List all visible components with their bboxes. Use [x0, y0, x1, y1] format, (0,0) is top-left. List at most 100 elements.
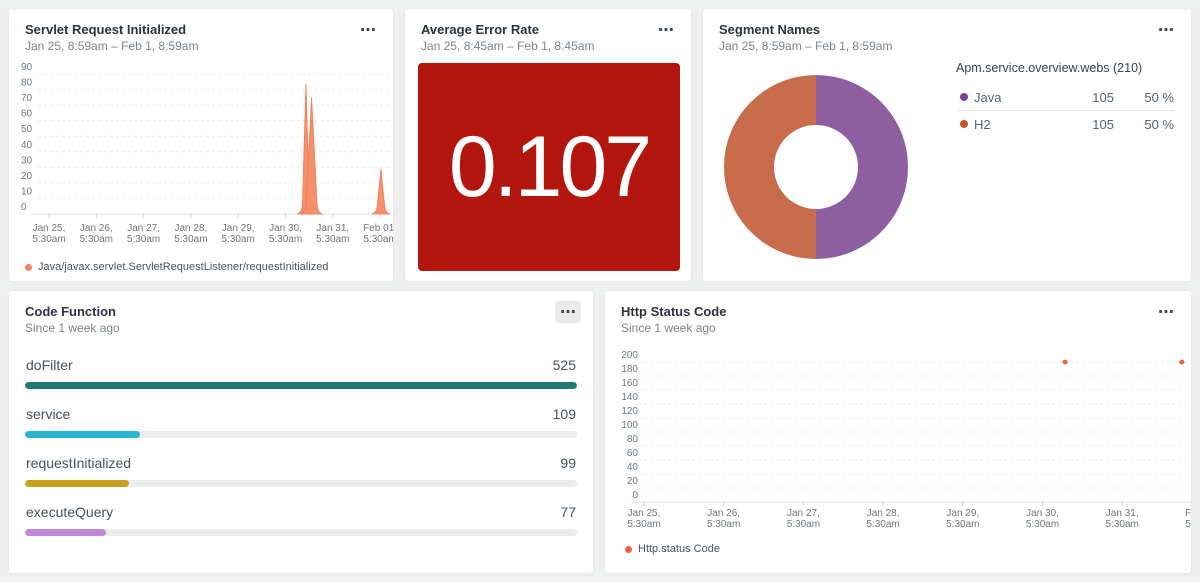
donut-chart[interactable] — [719, 67, 919, 267]
segment-percent: 50 % — [1144, 116, 1174, 132]
more-options-icon[interactable]: ⋯ — [653, 19, 679, 41]
x-axis-tick-label: 5:30am — [1026, 519, 1059, 530]
x-axis-tick-label: 5:30am — [269, 234, 302, 245]
facet-value: 99 — [560, 455, 576, 471]
bar-track — [25, 480, 577, 487]
facet-bar-row[interactable]: requestInitialized 99 — [25, 449, 577, 498]
y-axis-tick-label: 40 — [627, 462, 639, 473]
y-axis-tick-label: 60 — [627, 448, 639, 459]
widget-title: Servlet Request Initialized — [25, 22, 187, 37]
y-axis-tick-label: 120 — [621, 406, 638, 417]
widget-servlet-request-initialized: Servlet Request Initialized Jan 25, 8:59… — [8, 8, 394, 282]
widget-time-range: Jan 25, 8:59am – Feb 1, 8:59am — [719, 39, 893, 53]
donut-table-header: Apm.service.overview.webs (210) — [956, 61, 1143, 75]
y-axis-tick-label: 40 — [21, 140, 33, 151]
x-axis-tick-label: 5:30am — [946, 519, 979, 530]
x-axis-tick-label: 5:30am — [127, 234, 160, 245]
legend-dot-icon — [960, 120, 968, 128]
x-axis-tick-label: Jan 27, — [127, 223, 160, 234]
x-axis-tick-label: Jan 31, — [316, 223, 349, 234]
widget-http-status-code: Http Status Code Since 1 week ago ⋯ 0 20 4… — [604, 290, 1192, 574]
scatter-point[interactable] — [1179, 359, 1185, 365]
x-axis-tick-label: Jan 28, — [174, 223, 207, 234]
x-axis-tick-label: Jan 27, — [787, 508, 820, 519]
segment-name: H2 — [974, 116, 991, 132]
x-axis-tick-label: 5:30am — [222, 234, 255, 245]
widget-title: Segment Names — [719, 22, 821, 37]
scatter-point[interactable] — [1062, 359, 1068, 365]
widget-time-range: Since 1 week ago — [621, 321, 716, 335]
donut-legend-table: Apm.service.overview.webs (210) Java 105 5… — [956, 61, 1174, 137]
area-spike[interactable] — [371, 168, 391, 215]
widget-code-function: Code Function Since 1 week ago ⋯ doFilte… — [8, 290, 594, 574]
y-axis-tick-label: 180 — [621, 364, 638, 375]
legend-label: Java/javax.servlet.ServletRequestListene… — [38, 261, 329, 273]
facet-bar-row[interactable]: service 109 — [25, 400, 577, 449]
x-axis-tick-label: 5:30am — [866, 519, 899, 530]
facet-value: 77 — [560, 504, 576, 520]
legend-dot-icon — [960, 93, 968, 101]
y-axis-tick-label: 0 — [21, 202, 27, 213]
x-axis-tick-label: 5:30am — [80, 234, 113, 245]
x-axis-tick-label: 5:30am — [1106, 519, 1139, 530]
facet-bar-row[interactable]: executeQuery 77 — [25, 498, 577, 547]
y-axis-tick-label: 70 — [21, 93, 33, 104]
legend-dot-icon — [25, 263, 32, 271]
segment-count: 105 — [1092, 89, 1114, 105]
bar-track — [25, 431, 577, 438]
widget-time-range: Since 1 week ago — [25, 321, 120, 335]
x-axis-tick-label: 5:30am — [363, 234, 394, 245]
y-axis-tick-label: 80 — [627, 434, 639, 445]
y-axis-tick-label: 160 — [621, 378, 638, 389]
chart-legend[interactable]: Java/javax.servlet.ServletRequestListene… — [25, 261, 328, 273]
x-axis-tick-label: Jan 28, — [867, 508, 900, 519]
x-axis-tick-label: 5:30am — [627, 519, 660, 530]
bar-track — [25, 529, 577, 536]
facet-label: service — [26, 406, 71, 422]
y-axis-tick-label: 200 — [621, 350, 638, 361]
segment-count: 105 — [1092, 116, 1114, 132]
widget-time-range: Jan 25, 8:59am – Feb 1, 8:59am — [25, 39, 199, 53]
bar-fill — [25, 529, 106, 536]
y-axis-tick-label: 30 — [21, 155, 33, 166]
x-axis-tick-label: Jan 26, — [80, 223, 113, 234]
donut-slice-h2[interactable] — [723, 75, 816, 259]
widget-average-error-rate: Average Error Rate Jan 25, 8:45am – Feb … — [404, 8, 692, 282]
y-axis-tick-label: 60 — [21, 109, 33, 120]
y-axis-tick-label: 80 — [21, 78, 33, 89]
y-axis-tick-label: 140 — [621, 392, 638, 403]
billboard-critical[interactable]: 0.107 — [418, 63, 680, 271]
more-options-icon[interactable]: ⋯ — [355, 19, 381, 41]
widget-time-range: Jan 25, 8:45am – Feb 1, 8:45am — [421, 39, 595, 53]
bar-fill — [25, 480, 130, 487]
chart-legend[interactable]: Http.status Code — [625, 543, 720, 555]
x-axis-tick-label: Jan 26, — [707, 508, 740, 519]
x-axis-tick-label: Jan 25, — [33, 223, 66, 234]
x-axis-tick-label: 5:30am — [32, 234, 65, 245]
y-axis-tick-label: 0 — [632, 490, 638, 501]
more-options-icon[interactable]: ⋯ — [1153, 301, 1179, 323]
donut-slice-java[interactable] — [816, 75, 909, 259]
facet-label: executeQuery — [26, 504, 114, 520]
y-axis-tick-label: 20 — [21, 171, 33, 182]
x-axis-tick-label: 5:30am — [787, 519, 820, 530]
widget-title: Code Function — [25, 304, 116, 319]
facet-bar-row[interactable]: doFilter 525 — [25, 351, 577, 400]
more-options-icon[interactable]: ⋯ — [555, 301, 581, 323]
x-axis-tick-label: Jan 25, — [628, 508, 661, 519]
more-options-icon[interactable]: ⋯ — [1153, 19, 1179, 41]
legend-label: Http.status Code — [638, 543, 720, 555]
y-axis-tick-label: 100 — [621, 420, 638, 431]
facet-label: requestInitialized — [26, 455, 132, 471]
donut-legend-row[interactable]: Java 105 50 % — [956, 84, 1174, 110]
widget-segment-names: Segment Names Jan 25, 8:59am – Feb 1, 8:… — [702, 8, 1192, 282]
donut-legend-row[interactable]: H2 105 50 % — [956, 110, 1174, 137]
legend-dot-icon — [625, 545, 632, 553]
x-axis-tick-label: Jan 30, — [1026, 508, 1059, 519]
y-axis-tick-label: 50 — [21, 124, 33, 135]
area-spike[interactable] — [300, 97, 323, 215]
x-axis-tick-label: Jan 29, — [222, 223, 255, 234]
